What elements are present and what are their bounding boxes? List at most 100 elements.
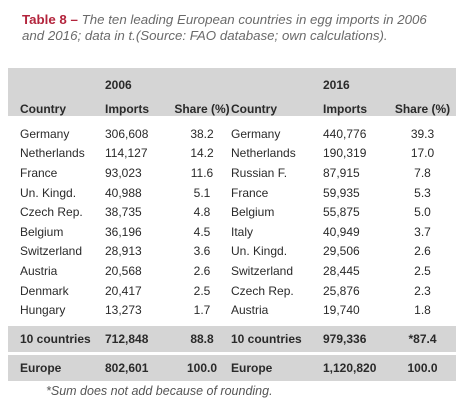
row: Belgium 36,196 4.5 Italy 40,949 3.7 — [8, 222, 456, 242]
cell: 4.5 — [193, 224, 211, 239]
cell — [231, 68, 323, 92]
cell: 59,935 — [323, 185, 360, 200]
cell: 38.2 — [190, 126, 214, 141]
total-cell: 10 countries — [8, 325, 105, 352]
cell: 29,506 — [323, 244, 360, 259]
total-cell: Europe — [231, 354, 323, 381]
header-cell: Country — [231, 92, 323, 116]
cell: 190,319 — [323, 146, 367, 161]
row: Czech Rep. 38,735 4.8 Belgium 55,875 5.0 — [8, 202, 456, 222]
gap — [8, 351, 456, 355]
total-cell: 979,336 — [323, 325, 389, 352]
caption: Table 8 – The ten leading European count… — [22, 12, 447, 44]
cell: 1.8 — [414, 303, 431, 318]
cell: 14.2 — [190, 146, 214, 161]
cell: Russian F. — [231, 165, 288, 180]
row: Austria 20,568 2.6 Switzerland 28,445 2.5 — [8, 261, 456, 281]
cell — [8, 68, 105, 92]
cell: 28,445 — [323, 263, 360, 278]
cell: Un. Kingd. — [231, 244, 288, 259]
cell: France — [231, 185, 269, 200]
cell: 1.7 — [193, 303, 211, 318]
footnote: *Sum does not add because of rounding. — [46, 384, 273, 398]
cell: 5.3 — [414, 185, 431, 200]
year-label: 2016 — [323, 68, 389, 92]
cell: Netherlands — [231, 146, 296, 161]
cell: 13,273 — [105, 303, 142, 318]
cell: 40,988 — [105, 185, 142, 200]
total-cell: 1,120,820 — [323, 354, 389, 381]
cell: 39.3 — [410, 126, 435, 141]
total-row: Europe 802,601 100.0 Europe 1,120,820 100.0 — [8, 354, 456, 381]
total-cell: 88.8 — [173, 325, 231, 352]
header-cell: Share (%) — [389, 92, 456, 116]
header-cell: Imports — [323, 92, 389, 116]
cell: Hungary — [20, 303, 66, 318]
header-row: Country Imports Share (%) Country Imports Sha… — [8, 92, 456, 116]
row: Un. Kingd. 40,988 5.1 France 59,935 5.3 — [8, 183, 456, 203]
cell: Italy — [231, 224, 254, 239]
total-cell: 802,601 — [105, 354, 173, 381]
total-cell: 100.0 — [173, 354, 231, 381]
cell: 2.3 — [414, 283, 431, 298]
cell: Un. Kingd. — [20, 185, 77, 200]
cell: 3.7 — [414, 224, 431, 239]
cell: 55,875 — [323, 205, 360, 220]
cell: Austria — [231, 303, 269, 318]
cell: Switzerland — [20, 244, 83, 259]
cell: 36,196 — [105, 224, 142, 239]
cell — [173, 68, 231, 92]
header-cell: Share (%) — [173, 92, 231, 116]
row: Germany 306,608 38.2 Germany 440,776 39.3 — [8, 116, 456, 144]
cell: France — [20, 165, 58, 180]
cell: 5.1 — [193, 185, 211, 200]
cell: 40,949 — [323, 224, 360, 239]
cell: Belgium — [20, 224, 64, 239]
cell: 114,127 — [105, 146, 148, 161]
cell: 7.8 — [414, 165, 431, 180]
row: Netherlands 114,127 14.2 Netherlands 190,319… — [8, 144, 456, 164]
cell: Czech Rep. — [231, 283, 294, 298]
header-cell: Imports — [105, 92, 173, 116]
gap-cell — [8, 351, 456, 355]
cell: 11.6 — [190, 165, 214, 180]
cell: Czech Rep. — [20, 205, 83, 220]
cell: Netherlands — [20, 146, 85, 161]
cell: 28,913 — [105, 244, 142, 259]
cell: 20,568 — [105, 263, 142, 278]
year-row: 2006 2016 — [8, 68, 456, 92]
cell: 2.5 — [414, 263, 431, 278]
cell: Germany — [20, 126, 70, 141]
total-cell: Europe — [8, 354, 105, 381]
cell: 19,740 — [323, 303, 360, 318]
cell — [389, 68, 456, 92]
caption-text: The ten leading European countries in eg… — [22, 12, 427, 43]
total-cell: *87.4 — [389, 325, 456, 352]
cell: 440,776 — [323, 126, 367, 141]
row: Hungary 13,273 1.7 Austria 19,740 1.8 — [8, 300, 456, 320]
cell: 2.6 — [193, 263, 211, 278]
total-cell: 10 countries — [231, 325, 323, 352]
table: 2006 2016 Country Imports Share (%) Country Im… — [8, 68, 456, 381]
cell: Germany — [231, 126, 281, 141]
cell: Austria — [20, 263, 58, 278]
cell: 38,735 — [105, 205, 142, 220]
cell: 5.0 — [414, 205, 431, 220]
cell: 2.6 — [414, 244, 431, 259]
cell: 17.0 — [410, 146, 435, 161]
cell: Denmark — [20, 283, 69, 298]
total-row: 10 countries 712,848 88.8 10 countries 979,3… — [8, 325, 456, 352]
cell: Belgium — [231, 205, 275, 220]
cell: 87,915 — [323, 165, 360, 180]
cell: 4.8 — [193, 205, 211, 220]
cell: 3.6 — [193, 244, 211, 259]
cell: 93,023 — [105, 165, 142, 180]
total-cell: 100.0 — [389, 354, 456, 381]
row: Denmark 20,417 2.5 Czech Rep. 25,876 2.3 — [8, 281, 456, 301]
header-cell: Country — [8, 92, 105, 116]
total-cell: 712,848 — [105, 325, 173, 352]
row: Switzerland 28,913 3.6 Un. Kingd. 29,506 2.6 — [8, 242, 456, 262]
cell: 20,417 — [105, 283, 142, 298]
cell: Switzerland — [231, 263, 294, 278]
